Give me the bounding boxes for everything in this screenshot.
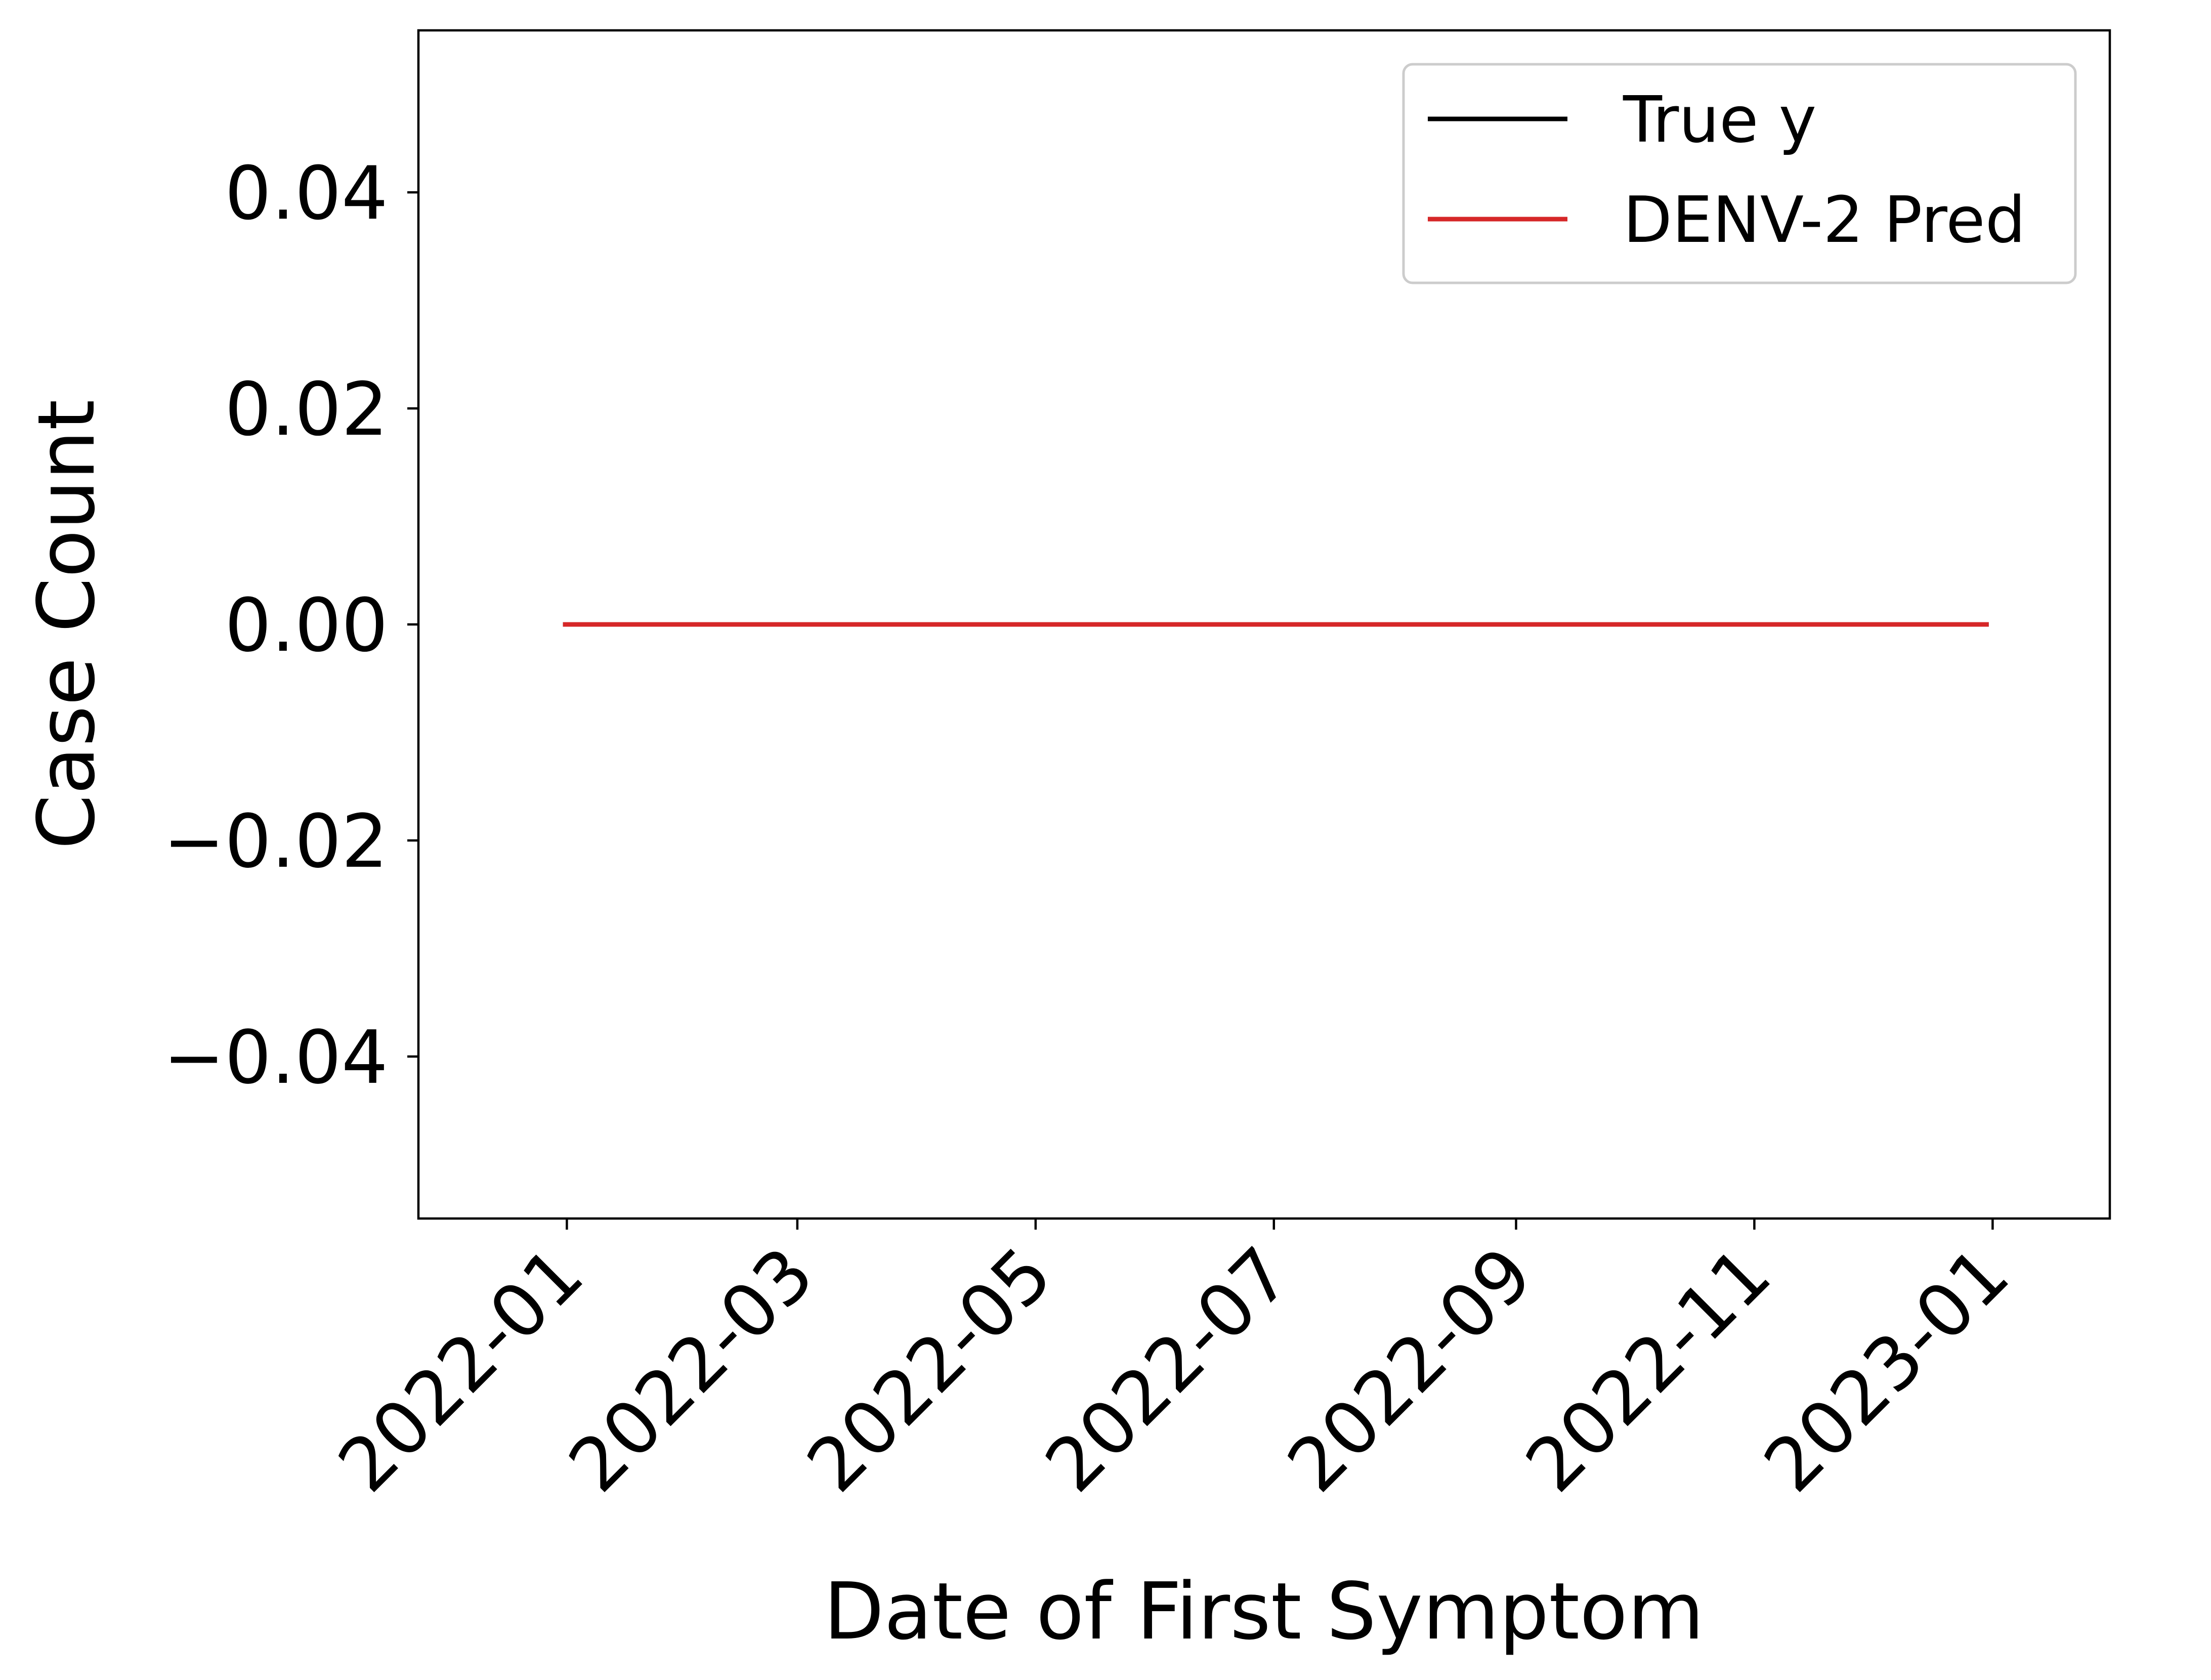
legend-box: [1402, 63, 2077, 284]
legend: True y DENV-2 Pred: [1402, 63, 2077, 284]
y-tick-label: 0.02: [225, 367, 388, 452]
x-axis-label: Date of First Symptom: [824, 1566, 1704, 1657]
legend-label-true-y: True y: [1623, 82, 1816, 157]
legend-label-denv-2-pred: DENV-2 Pred: [1623, 183, 2026, 257]
y-tick-label: 0.04: [225, 151, 388, 236]
y-axis-label: Case Count: [21, 400, 112, 850]
y-tick-label: 0.00: [225, 583, 388, 668]
y-tick-label: −0.04: [163, 1015, 388, 1101]
y-axis: −0.04 −0.02 0.00 0.02 0.04: [163, 151, 418, 1101]
y-tick-label: −0.02: [163, 799, 388, 885]
